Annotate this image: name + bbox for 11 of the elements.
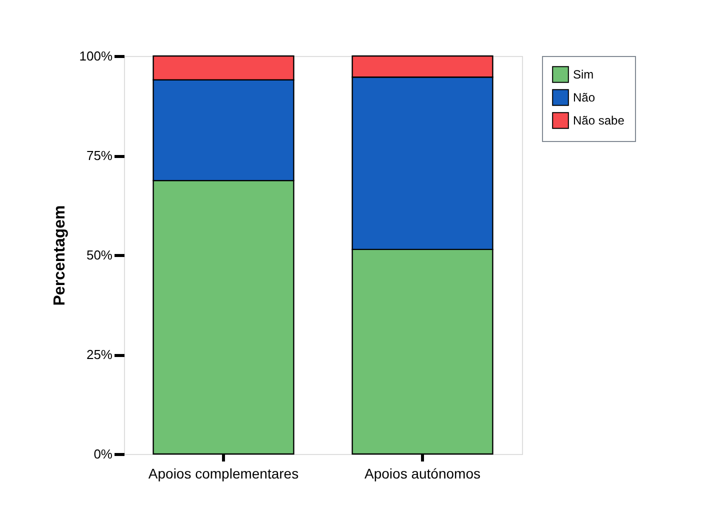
x-tick-label: Apoios complementares: [148, 466, 299, 482]
legend-label: Não sabe: [573, 114, 625, 128]
legend-label: Não: [573, 90, 596, 104]
y-tick-label: 0%: [94, 446, 113, 462]
legend-label: Sim: [573, 68, 594, 82]
y-tick-label: 75%: [86, 148, 113, 163]
y-tick-label: 25%: [86, 347, 113, 362]
y-tick-label: 50%: [86, 248, 113, 262]
y-axis-title: Percentagem: [51, 205, 68, 306]
x-tick-label: Apoios autónomos: [364, 466, 480, 482]
y-tick-label: 100%: [79, 48, 113, 64]
